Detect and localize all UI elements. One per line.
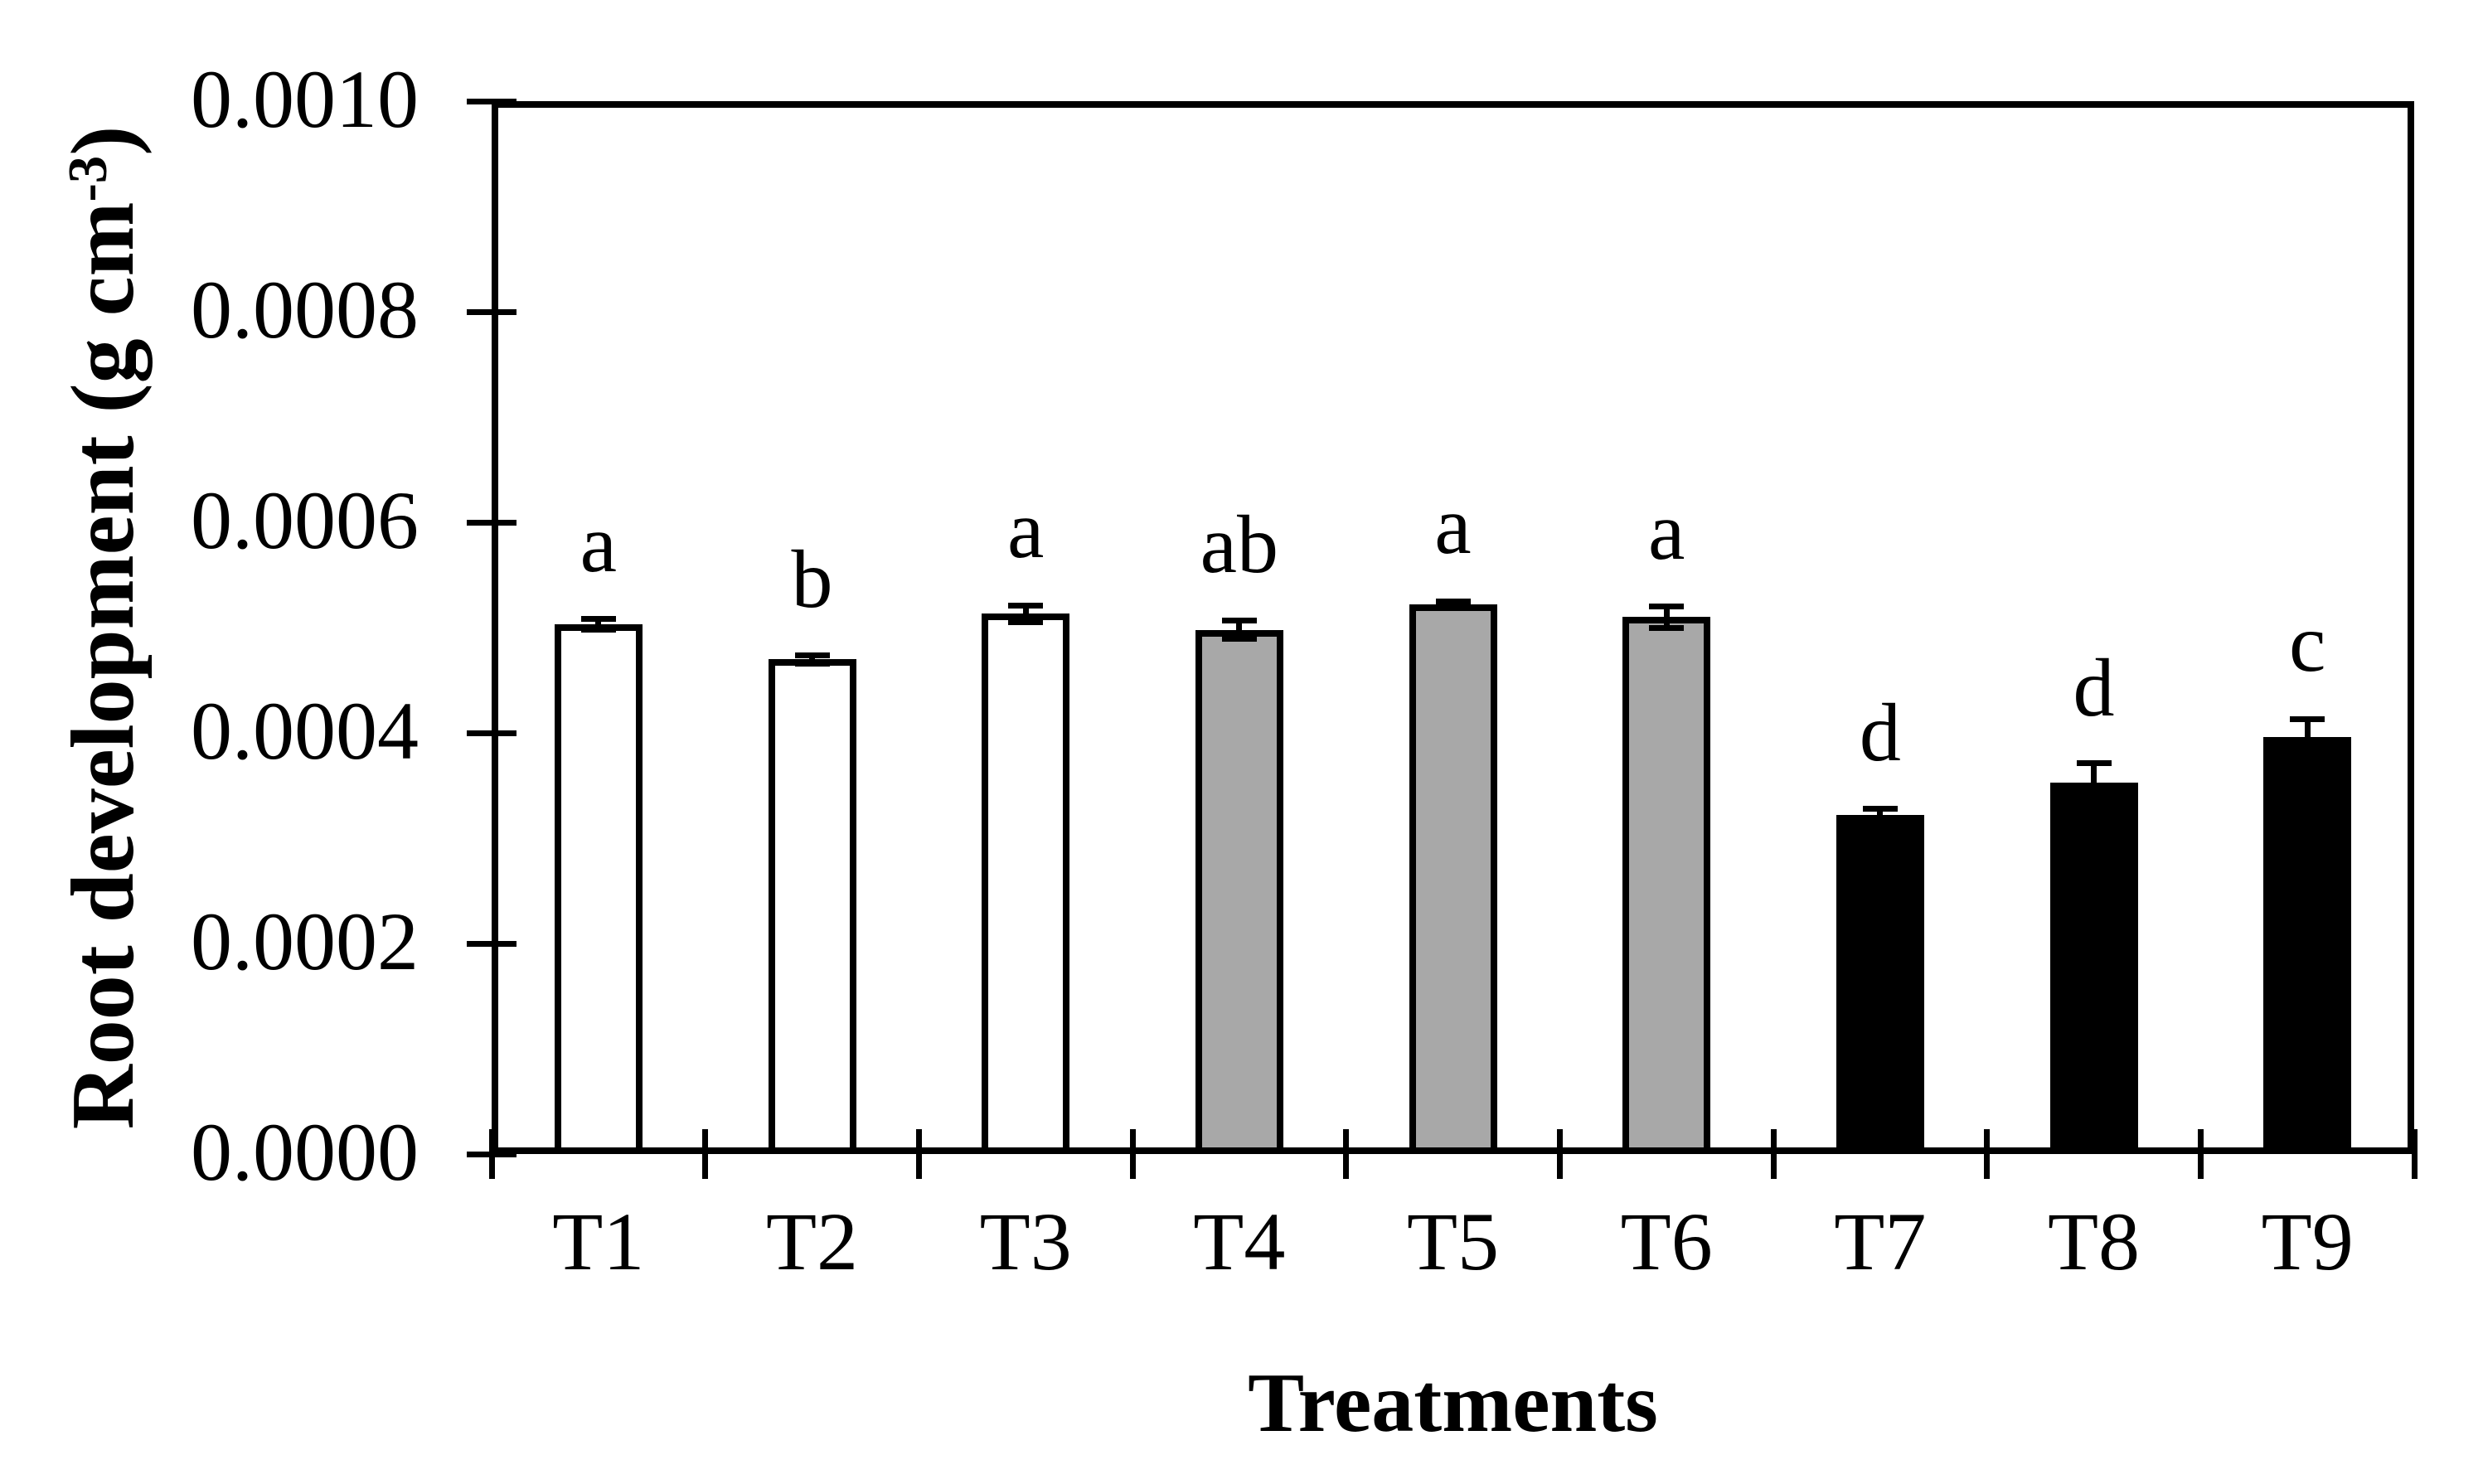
significance-letter: a (580, 497, 618, 589)
error-bar-cap-top (1862, 805, 1898, 812)
bar (1409, 604, 1497, 1154)
error-bar-cap-bottom (794, 660, 830, 667)
significance-letter: a (1006, 483, 1045, 576)
y-tick-label: 0.0008 (191, 264, 419, 356)
x-axis-tick (1770, 1129, 1777, 1179)
x-axis-tick (2411, 1129, 2418, 1179)
bar (554, 624, 643, 1154)
y-tick-label: 0.0006 (191, 474, 419, 566)
error-bar-cap-bottom (1649, 624, 1685, 631)
significance-letter: ab (1200, 498, 1279, 591)
x-axis-tick (915, 1129, 922, 1179)
error-bar-line (1450, 601, 1456, 608)
error-bar-line (2091, 763, 2097, 802)
error-bar-cap-top (1008, 602, 1044, 609)
x-axis-tick (1129, 1129, 1136, 1179)
error-bar-line (2304, 719, 2311, 755)
y-tick-label: 0.0010 (191, 53, 419, 145)
error-bar-cap-top (1435, 598, 1471, 604)
bar (1836, 815, 1924, 1154)
significance-letter: d (1859, 686, 1901, 779)
x-tick-label: T1 (552, 1195, 645, 1288)
x-tick-label: T3 (979, 1195, 1072, 1288)
error-bar-cap-bottom (1008, 619, 1044, 626)
x-tick-label: T9 (2261, 1195, 2354, 1288)
significance-letter: c (2288, 597, 2326, 690)
x-axis-tick (702, 1129, 709, 1179)
error-bar-line (595, 618, 602, 630)
error-bar-cap-bottom (1221, 636, 1257, 643)
error-bar-cap-top (580, 616, 616, 623)
bar (982, 613, 1070, 1154)
bar (1195, 629, 1283, 1154)
x-tick-label: T2 (765, 1195, 859, 1288)
error-bar-cap-bottom (580, 627, 616, 633)
y-axis-title-superscript: -3 (56, 155, 119, 202)
x-tick-label: T5 (1406, 1195, 1500, 1288)
y-tick-label: 0.0004 (191, 685, 419, 777)
x-tick-label: T7 (1834, 1195, 1927, 1288)
bar (2049, 782, 2138, 1154)
error-bar-line (1022, 605, 1029, 623)
error-bar-line (1877, 808, 1884, 822)
error-bar-cap-top (2076, 760, 2112, 767)
y-axis-tick (467, 98, 516, 104)
error-bar-line (809, 655, 815, 664)
bar (768, 659, 856, 1154)
error-bar-cap-top (1649, 604, 1685, 610)
y-axis-tick (467, 308, 516, 315)
error-bar-line (1236, 620, 1243, 639)
error-bar-line (1663, 606, 1670, 628)
y-tick-label: 0.0002 (191, 895, 419, 987)
error-bar-cap-bottom (2076, 798, 2112, 805)
y-axis-tick (467, 730, 516, 736)
x-axis-tick (1556, 1129, 1563, 1179)
significance-letter: d (2073, 641, 2115, 734)
x-tick-label: T6 (1620, 1195, 1713, 1288)
significance-letter: b (791, 533, 833, 626)
x-axis-tick (1343, 1129, 1350, 1179)
x-axis-tick (2197, 1129, 2204, 1179)
error-bar-cap-bottom (2290, 752, 2325, 759)
x-tick-label: T4 (1193, 1195, 1286, 1288)
error-bar-cap-top (794, 652, 830, 658)
y-axis-title: Root development (g cm-3) (46, 101, 162, 1154)
bar (1622, 617, 1711, 1154)
y-axis-tick (467, 940, 516, 947)
x-axis-title: Treatments (1248, 1356, 1658, 1450)
x-axis-tick (1984, 1129, 1991, 1179)
significance-letter: a (1434, 479, 1472, 572)
significance-letter: a (1647, 484, 1685, 577)
y-axis-tick (467, 519, 516, 526)
y-tick-label: 0.0000 (191, 1106, 419, 1198)
error-bar-cap-bottom (1862, 818, 1898, 825)
x-tick-label: T8 (2047, 1195, 2141, 1288)
bar (2263, 737, 2352, 1154)
x-axis-tick (488, 1129, 495, 1179)
error-bar-cap-bottom (1435, 604, 1471, 611)
error-bar-cap-top (2290, 715, 2325, 722)
error-bar-cap-top (1221, 617, 1257, 623)
